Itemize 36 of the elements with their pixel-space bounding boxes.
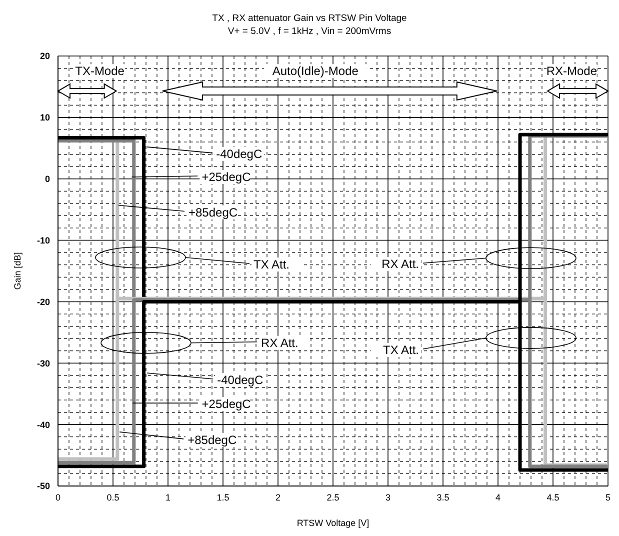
annotation: TX Att. (382, 342, 419, 357)
chart-subtitle: V+ = 5.0V , f = 1kHz , Vin = 200mVrms (228, 26, 392, 37)
annotation: +25degC (202, 397, 252, 412)
x-tick-label: 1.5 (216, 492, 230, 502)
annotation: Auto(Idle)-Mode (272, 64, 359, 78)
y-tick-label: -20 (36, 296, 50, 307)
y-tick-label: 0 (44, 174, 50, 184)
y-tick-label: -10 (36, 235, 50, 246)
x-tick-label: 3 (385, 492, 391, 502)
annotation: +25degC (202, 170, 252, 184)
y-tick-label: 20 (40, 51, 50, 62)
y-tick-label: -50 (36, 481, 50, 492)
annotation: TX-Mode (75, 64, 125, 78)
annotation: RX Att. (382, 257, 419, 272)
y-tick-label: -40 (36, 420, 50, 430)
x-tick-label: 0 (55, 492, 61, 502)
x-tick-label: 1 (165, 492, 171, 502)
x-tick-label: 4.5 (546, 492, 560, 502)
x-tick-label: 3.5 (436, 492, 450, 502)
annotation: -40degC (216, 146, 262, 161)
y-axis-title: Gain [dB] (12, 252, 22, 290)
x-tick-label: 4 (495, 492, 501, 502)
annotation: RX Att. (261, 336, 298, 350)
x-tick-label: 2.5 (326, 492, 340, 502)
y-tick-label: -30 (36, 358, 50, 368)
annotation: TX Att. (254, 257, 290, 272)
x-tick-label: 0.5 (106, 492, 120, 502)
annotation: +85degC (188, 205, 238, 220)
y-tick-label: 10 (40, 112, 50, 123)
annotation: -40degC (217, 372, 264, 387)
annotation: RX-Mode (546, 64, 598, 78)
annotation: +85degC (188, 432, 237, 447)
chart-title: TX , RX attenuator Gain vs RTSW Pin Voltage (212, 13, 407, 24)
x-tick-label: 2 (275, 492, 281, 502)
x-axis-title: RTSW Voltage [V] (296, 518, 370, 528)
x-tick-label: 5 (605, 492, 611, 502)
